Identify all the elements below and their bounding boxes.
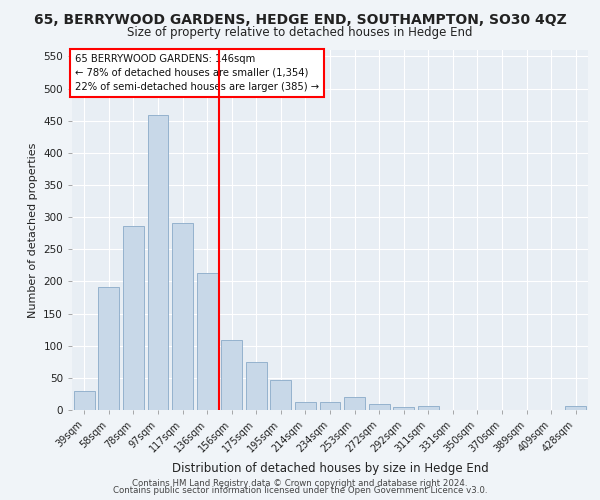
Text: 65, BERRYWOOD GARDENS, HEDGE END, SOUTHAMPTON, SO30 4QZ: 65, BERRYWOOD GARDENS, HEDGE END, SOUTHA… (34, 12, 566, 26)
Bar (98, 287, 119, 410)
Bar (393, 407, 414, 410)
Text: Contains public sector information licensed under the Open Government Licence v3: Contains public sector information licen… (113, 486, 487, 495)
Bar (368, 404, 389, 410)
Bar (172, 223, 193, 410)
Bar (197, 273, 218, 410)
Bar (123, 226, 144, 410)
Bar (565, 406, 586, 410)
Bar (344, 396, 365, 410)
Bar (320, 402, 340, 410)
Bar (221, 340, 242, 410)
Bar (148, 115, 169, 410)
Bar (74, 390, 95, 410)
X-axis label: Distribution of detached houses by size in Hedge End: Distribution of detached houses by size … (172, 462, 488, 475)
Text: Size of property relative to detached houses in Hedge End: Size of property relative to detached ho… (127, 26, 473, 39)
Bar (246, 362, 267, 410)
Y-axis label: Number of detached properties: Number of detached properties (28, 142, 38, 318)
Bar (418, 406, 439, 410)
Bar (271, 380, 292, 410)
Text: Contains HM Land Registry data © Crown copyright and database right 2024.: Contains HM Land Registry data © Crown c… (132, 478, 468, 488)
Bar (295, 402, 316, 410)
Text: 65 BERRYWOOD GARDENS: 146sqm
← 78% of detached houses are smaller (1,354)
22% of: 65 BERRYWOOD GARDENS: 146sqm ← 78% of de… (74, 54, 319, 92)
